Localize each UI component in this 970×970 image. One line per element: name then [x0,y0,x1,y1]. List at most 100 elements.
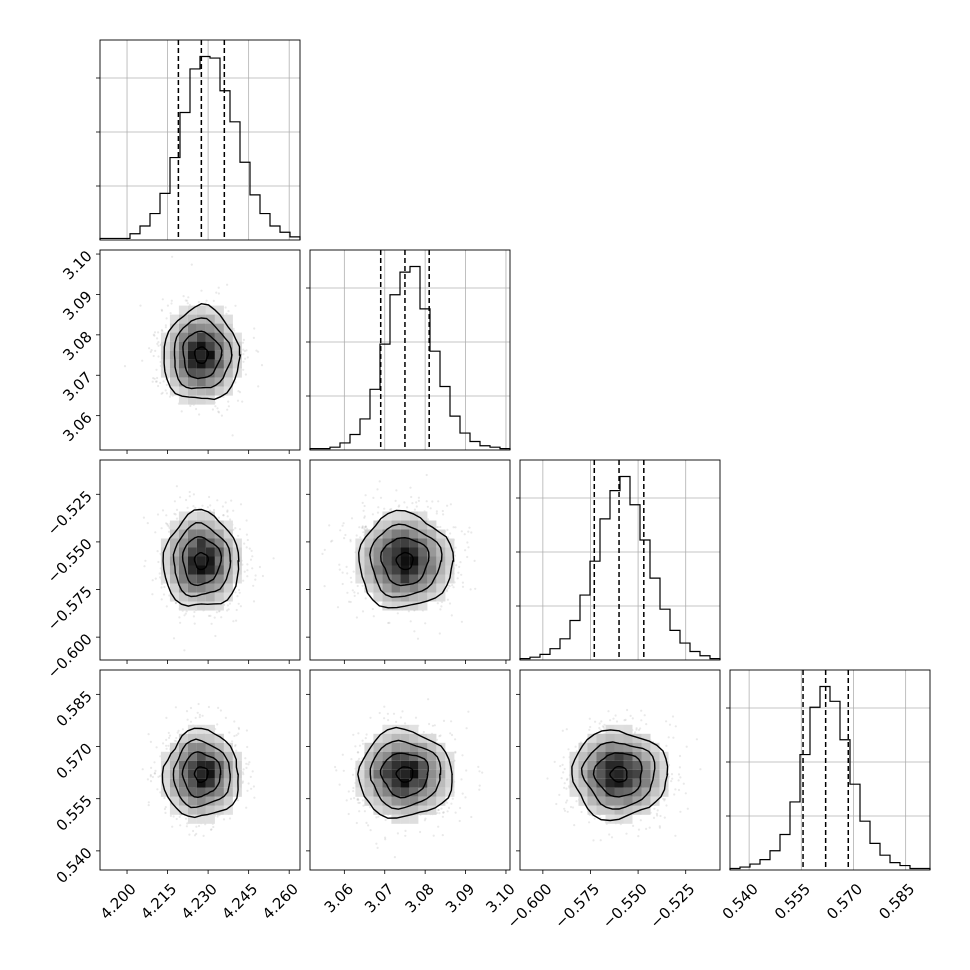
density-cell [169,386,179,396]
density-cell [178,386,188,396]
sample-point [141,359,144,362]
density-cell [409,583,419,593]
sample-point [252,584,255,587]
sample-point [470,531,473,534]
histogram-step-3 [519,475,721,660]
sample-point [350,517,354,520]
density-cell [205,323,215,333]
sample-point [425,473,428,477]
sample-point [451,584,454,587]
sample-point [241,400,244,403]
sample-point [461,585,465,588]
density-cell [427,565,437,575]
sample-point [352,570,355,573]
sample-point [165,383,168,386]
sample-point [231,434,234,437]
sample-point [147,804,150,807]
sample-point [227,310,230,313]
sample-point [179,621,182,624]
sample-point [460,530,463,533]
sample-point [188,490,191,494]
sample-point [241,341,245,344]
density-cell [418,511,428,521]
sample-point [224,716,227,720]
sample-point [234,527,237,530]
sample-point [216,499,219,502]
sample-point [257,350,260,353]
sample-point [260,364,264,367]
density-cell [196,395,206,405]
density-cell [187,350,197,360]
histogram-panel-3 [516,459,721,661]
density-cell [187,323,197,333]
sample-point [236,399,240,402]
sample-point [431,500,434,503]
sample-point [227,400,230,403]
sample-point [173,500,176,503]
panel-frame [99,249,301,451]
density-cell [214,350,224,360]
sample-point [189,404,192,407]
sample-point [171,255,174,258]
sample-point [175,817,178,821]
sample-point [416,637,420,640]
sample-point [161,391,164,394]
density-cell [205,359,215,369]
sample-point [160,328,163,332]
density-cell [196,341,206,351]
sample-point [242,348,245,351]
sample-point [230,499,233,502]
sample-point [162,380,165,383]
sample-point [222,395,225,398]
sample-point [246,745,249,749]
sample-point [217,292,220,295]
sample-point [411,502,414,505]
sample-point [215,611,218,614]
sample-point [250,549,253,553]
sample-point [242,353,245,356]
density-cell [187,314,197,324]
density-cell [418,547,428,557]
sample-point [361,610,365,613]
sample-point [403,501,406,504]
density-cell [409,556,419,566]
sample-point [139,304,142,307]
density-cell [418,520,428,530]
sample-point [150,349,153,352]
density-cell [232,350,242,360]
sample-point [244,757,247,760]
sample-point [172,637,176,640]
sample-point [363,504,366,508]
sample-point [237,390,240,393]
sample-point [222,514,225,517]
density-cell [427,538,437,548]
sample-point [148,347,151,350]
sample-point [439,608,442,611]
density-cell [232,332,242,342]
sample-point [343,537,346,540]
density-cell [409,601,419,611]
sample-point [226,604,229,607]
sample-point [379,496,383,499]
density-cell [178,377,188,387]
sample-point [167,744,170,747]
sample-point [181,728,184,731]
sample-point [227,405,230,408]
sample-point [442,513,445,516]
sample-point [224,306,227,309]
sample-point [246,538,249,542]
sample-point [232,327,235,330]
sample-point [341,524,344,527]
density-cell [232,341,242,351]
sample-point [376,511,380,514]
density-cell [400,574,410,584]
density-cell [382,556,392,566]
sample-point [186,302,189,305]
sample-point [188,495,191,498]
sample-point [235,608,238,612]
density-cell [160,341,170,351]
sample-point [410,495,413,499]
density-cell [400,538,410,548]
sample-point [173,739,176,742]
sample-point [188,303,191,307]
